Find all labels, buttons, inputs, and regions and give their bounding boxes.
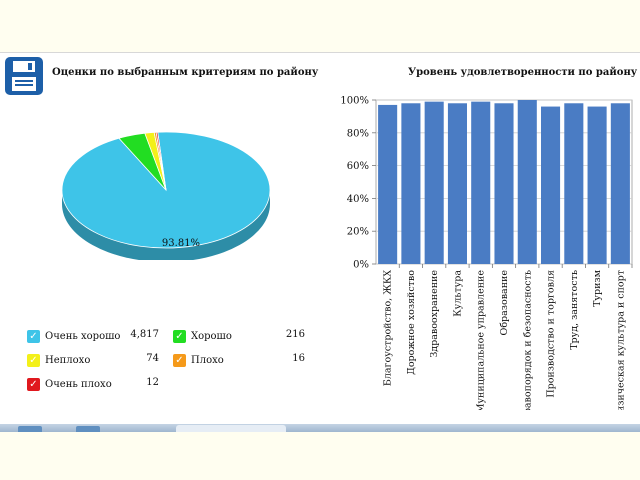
check-icon: ✓ xyxy=(27,353,40,367)
y-tick-label: 60% xyxy=(347,161,369,172)
bar-3[interactable] xyxy=(447,103,467,264)
floppy-disk-icon[interactable] xyxy=(4,56,44,96)
legend-label: Неплохо xyxy=(45,354,91,366)
bar-10[interactable] xyxy=(610,103,630,264)
taskbar xyxy=(0,424,640,432)
x-tick-label: Здравоохранение xyxy=(429,270,440,358)
legend-item-bad[interactable]: ✓ Плохо xyxy=(173,352,224,368)
y-tick-label: 0% xyxy=(353,260,369,271)
x-tick-label: Производство и торговля xyxy=(546,270,557,398)
x-tick-label: Правопорядок и безопасность xyxy=(522,270,533,410)
bottom-area xyxy=(0,432,640,480)
x-tick-label: Муниципальное управление xyxy=(476,270,487,410)
legend-value: 216 xyxy=(285,329,305,340)
legend-value: 12 xyxy=(146,377,159,388)
legend-value: 74 xyxy=(146,353,159,364)
x-tick-label: Туризм xyxy=(592,269,603,307)
bar-2[interactable] xyxy=(424,101,444,264)
x-tick-label: Физическая культура и спорт xyxy=(615,270,626,410)
legend-label: Очень хорошо xyxy=(45,330,121,342)
legend-label: Очень плохо xyxy=(45,378,112,390)
y-tick-label: 20% xyxy=(347,227,369,238)
legend-item-not-bad[interactable]: ✓ Неплохо xyxy=(27,352,90,368)
legend-label: Хорошо xyxy=(191,330,232,342)
legend-item-very-bad[interactable]: ✓ Очень плохо xyxy=(27,376,112,392)
taskbar-button[interactable] xyxy=(76,426,100,432)
bar-chart-title: Уровень удовлетворенности по району xyxy=(408,67,638,78)
pie-slice-side xyxy=(62,190,270,260)
y-tick-label: 80% xyxy=(347,128,369,139)
bar-0[interactable] xyxy=(378,104,398,264)
x-tick-label: Культура xyxy=(452,270,463,317)
pie-chart: 93.81% xyxy=(61,131,271,260)
legend-label: Плохо xyxy=(191,354,224,366)
pie-chart-title: Оценки по выбранным критериям по району xyxy=(52,67,319,78)
check-icon: ✓ xyxy=(173,329,186,343)
legend-item-good[interactable]: ✓ Хорошо xyxy=(173,328,232,344)
legend-item-very-good[interactable]: ✓ Очень хорошо xyxy=(27,328,120,344)
taskbar-button[interactable] xyxy=(18,426,42,432)
check-icon: ✓ xyxy=(173,353,186,367)
x-tick-label: Образование xyxy=(499,270,510,336)
check-icon: ✓ xyxy=(27,329,40,343)
bar-7[interactable] xyxy=(541,106,561,264)
check-icon: ✓ xyxy=(27,377,40,391)
pie-legend: ✓ Очень хорошо 4,817 ✓ Хорошо 216 ✓ Непл… xyxy=(27,326,327,406)
bar-9[interactable] xyxy=(587,106,607,264)
legend-value: 4,817 xyxy=(130,329,159,340)
bar-chart: 0% 20% 40% 60% 80% 100% Благоустройство, ЖКХ До… xyxy=(340,96,633,410)
legend-value: 16 xyxy=(292,353,305,364)
bar-4[interactable] xyxy=(471,101,491,264)
taskbar-button-active[interactable] xyxy=(176,425,286,432)
bar-5[interactable] xyxy=(494,103,514,264)
y-tick-label: 40% xyxy=(347,194,369,205)
bar-1[interactable] xyxy=(401,103,421,264)
pie-slice-4[interactable] xyxy=(155,131,167,191)
bar-6[interactable] xyxy=(517,100,537,264)
x-tick-label: Дорожное хозяйство xyxy=(406,270,417,375)
y-tick-label: 100% xyxy=(340,96,369,107)
x-tick-label: Благоустройство, ЖКХ xyxy=(383,270,394,386)
pie-data-label: 93.81% xyxy=(162,238,200,249)
x-tick-label: Труд, занятость xyxy=(569,270,580,350)
bar-8[interactable] xyxy=(564,103,584,264)
